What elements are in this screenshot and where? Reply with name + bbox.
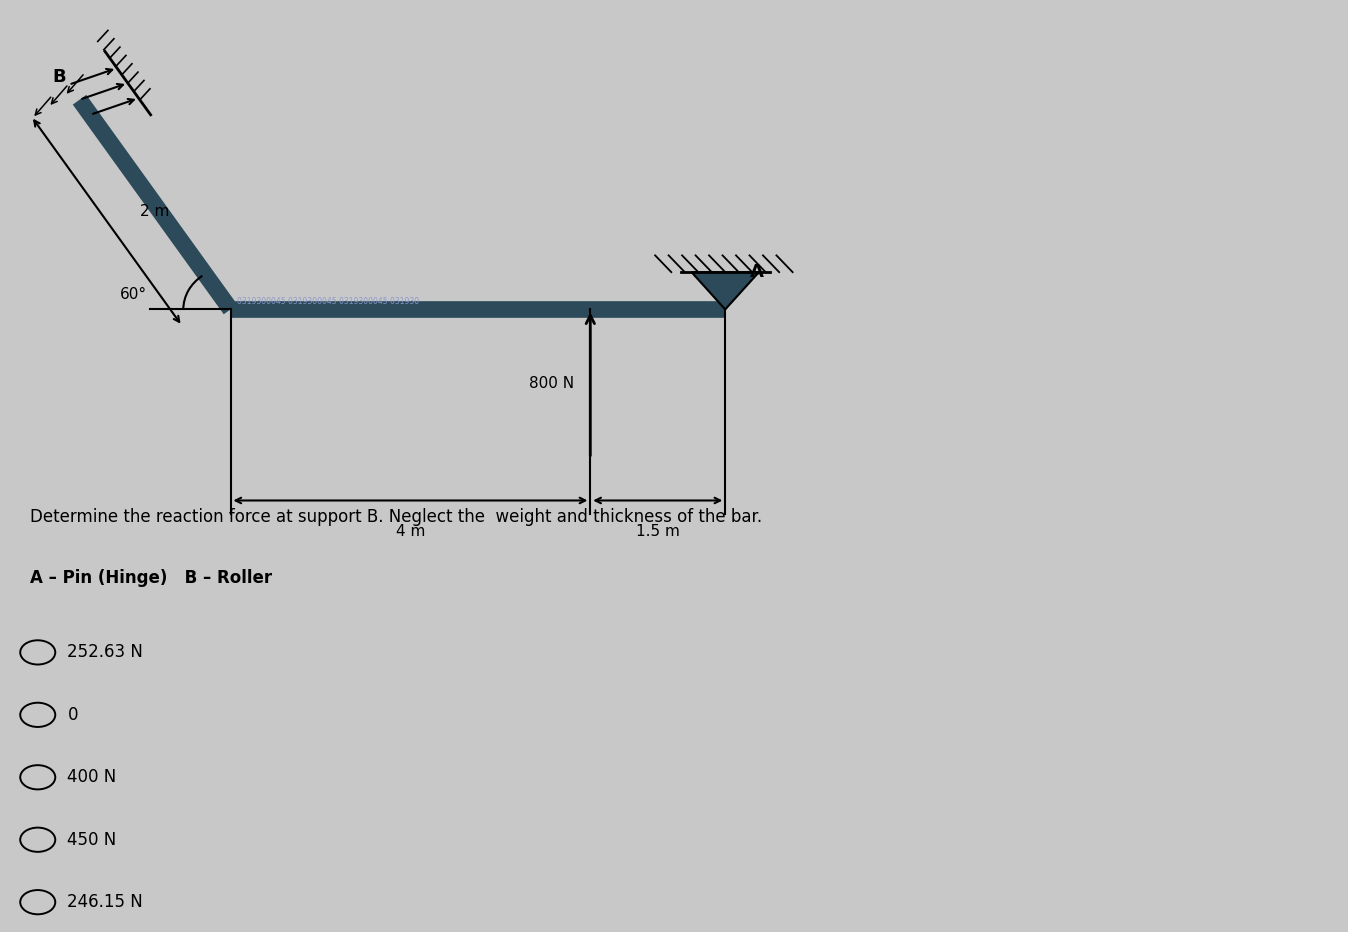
Text: 2 m: 2 m <box>140 204 170 219</box>
Text: 0319300045 0319300045 0319300045 031930: 0319300045 0319300045 0319300045 031930 <box>237 297 419 307</box>
Text: 246.15 N: 246.15 N <box>67 893 143 911</box>
Text: 0: 0 <box>67 706 78 724</box>
Text: A – Pin (Hinge)   B – Roller: A – Pin (Hinge) B – Roller <box>30 569 272 586</box>
Text: 252.63 N: 252.63 N <box>67 643 143 662</box>
Polygon shape <box>692 272 759 309</box>
Text: 60°: 60° <box>120 287 147 302</box>
Text: 800 N: 800 N <box>528 377 574 391</box>
Text: 400 N: 400 N <box>67 768 117 787</box>
Text: 450 N: 450 N <box>67 830 117 849</box>
Text: A: A <box>749 263 763 281</box>
Text: 4 m: 4 m <box>396 524 425 539</box>
Text: Determine the reaction force at support B. Neglect the  weight and thickness of : Determine the reaction force at support … <box>30 508 762 526</box>
Text: 1.5 m: 1.5 m <box>636 524 679 539</box>
Text: B: B <box>53 68 66 86</box>
